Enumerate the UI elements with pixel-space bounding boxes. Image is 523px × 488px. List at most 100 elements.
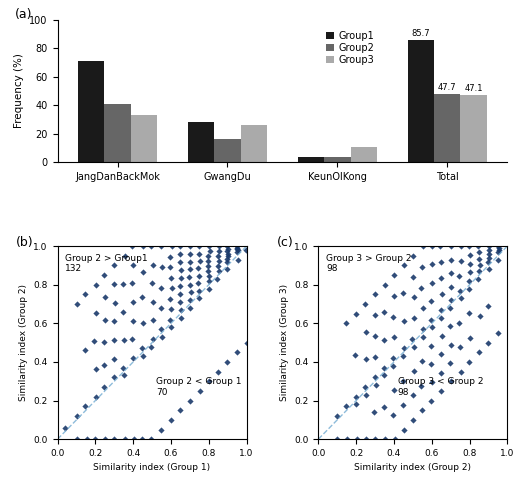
- Point: [175, 282, 184, 290]
- Point: [139, 242, 147, 250]
- Point: [186, 250, 194, 258]
- Point: [100, 316, 109, 324]
- Point: [61, 424, 69, 431]
- Point: [139, 352, 147, 360]
- Point: [371, 332, 379, 340]
- Point: [90, 337, 99, 345]
- Point: [399, 289, 407, 297]
- Point: [109, 373, 118, 381]
- Point: [130, 435, 138, 443]
- Point: [474, 275, 482, 283]
- Point: [233, 244, 241, 251]
- Point: [242, 246, 250, 254]
- Point: [494, 329, 502, 337]
- Point: [418, 333, 427, 341]
- Point: [128, 242, 137, 250]
- Point: [362, 328, 371, 336]
- Point: [233, 348, 241, 356]
- Point: [380, 281, 389, 289]
- Point: [409, 391, 417, 399]
- Point: [410, 314, 418, 322]
- Point: [427, 360, 436, 368]
- Point: [157, 242, 165, 250]
- Point: [214, 267, 223, 275]
- Point: [186, 281, 194, 289]
- Bar: [408, 40, 434, 162]
- Point: [494, 242, 502, 250]
- Bar: [131, 115, 157, 162]
- Point: [100, 361, 108, 368]
- Point: [455, 319, 463, 326]
- Point: [81, 290, 89, 298]
- Point: [215, 242, 223, 250]
- Point: [223, 255, 232, 263]
- Point: [427, 342, 436, 349]
- Point: [362, 435, 370, 443]
- Point: [224, 252, 232, 260]
- Point: [90, 435, 99, 443]
- Point: [389, 313, 397, 321]
- Point: [456, 286, 464, 294]
- Point: [158, 263, 166, 271]
- Point: [100, 271, 109, 279]
- Point: [465, 358, 473, 366]
- Point: [73, 300, 81, 308]
- Point: [92, 365, 100, 373]
- Point: [176, 258, 184, 266]
- Bar: [298, 157, 324, 162]
- Point: [417, 382, 426, 390]
- Text: Group 3 < Group 2
98: Group 3 < Group 2 98: [397, 377, 483, 397]
- Point: [333, 435, 341, 443]
- Point: [428, 378, 436, 386]
- Point: [389, 362, 397, 370]
- Point: [147, 242, 155, 250]
- Point: [410, 293, 418, 301]
- Point: [485, 246, 493, 254]
- Point: [436, 242, 445, 250]
- Point: [457, 242, 465, 250]
- Point: [129, 261, 138, 269]
- Text: 47.7: 47.7: [438, 83, 457, 92]
- Point: [222, 247, 231, 255]
- Point: [109, 280, 118, 288]
- Point: [205, 377, 213, 385]
- Point: [389, 354, 397, 362]
- Point: [476, 312, 484, 320]
- Point: [399, 377, 407, 385]
- Point: [213, 368, 222, 376]
- Point: [157, 325, 165, 333]
- Point: [474, 242, 482, 250]
- Point: [437, 314, 445, 322]
- Point: [72, 435, 81, 443]
- Point: [475, 348, 483, 356]
- Point: [371, 381, 380, 389]
- Point: [408, 416, 417, 424]
- Point: [475, 248, 483, 256]
- Point: [120, 336, 128, 344]
- Point: [419, 242, 427, 250]
- Point: [380, 371, 389, 379]
- Point: [446, 304, 454, 312]
- Point: [128, 336, 137, 344]
- Point: [447, 242, 455, 250]
- Point: [185, 273, 194, 281]
- Point: [177, 314, 185, 322]
- Point: [361, 355, 370, 363]
- Point: [167, 305, 176, 313]
- Point: [186, 288, 195, 296]
- Y-axis label: Frequency (%): Frequency (%): [14, 53, 24, 128]
- Point: [176, 266, 185, 274]
- Point: [195, 250, 203, 258]
- Point: [195, 242, 203, 250]
- Point: [110, 262, 118, 269]
- Point: [466, 268, 474, 276]
- Point: [410, 343, 418, 350]
- Y-axis label: Similarity index (Group 2): Similarity index (Group 2): [19, 284, 28, 401]
- Point: [234, 246, 242, 254]
- Point: [167, 242, 176, 250]
- Point: [418, 305, 427, 312]
- Point: [213, 263, 222, 270]
- Point: [204, 267, 212, 275]
- Point: [176, 407, 184, 414]
- Point: [390, 271, 398, 279]
